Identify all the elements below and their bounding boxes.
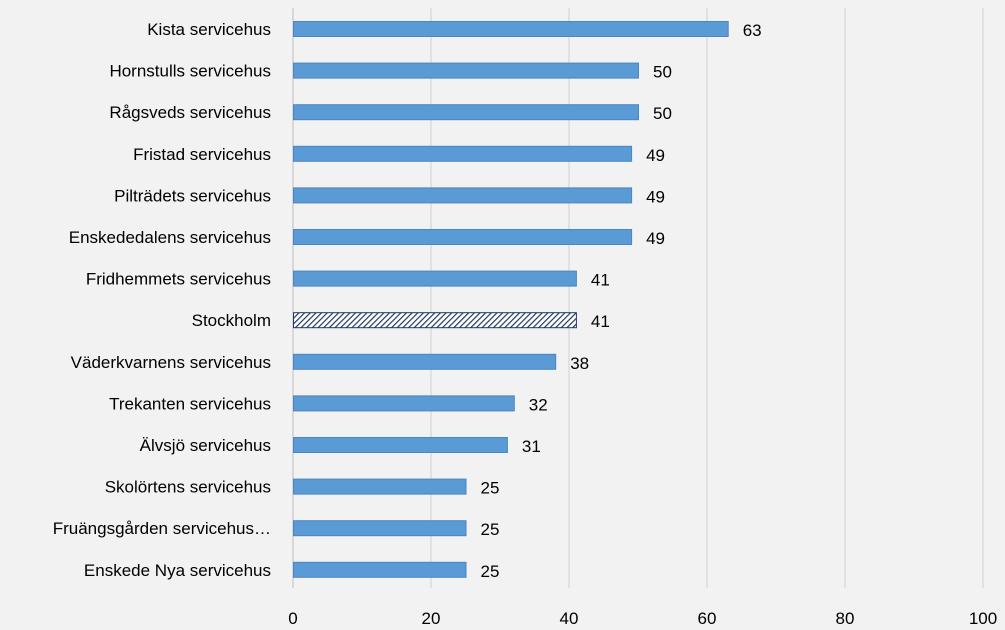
value-label: 25 bbox=[481, 520, 500, 539]
value-labels: 63 50 50 49 49 49 41 41 38 32 31 25 25 25 bbox=[481, 21, 762, 581]
value-label: 49 bbox=[646, 187, 665, 206]
value-label: 25 bbox=[481, 562, 500, 581]
category-label: Älvsjö servicehus bbox=[140, 436, 271, 455]
x-tick-label: 80 bbox=[836, 609, 855, 628]
bar-1 bbox=[293, 62, 639, 79]
category-labels: Kista servicehus Hornstulls servicehus Råg… bbox=[53, 20, 271, 580]
bar-0 bbox=[293, 21, 729, 37]
bar-13 bbox=[293, 561, 467, 578]
category-label: Enskededalens servicehus bbox=[69, 228, 271, 247]
value-label: 63 bbox=[743, 21, 762, 40]
gridlines bbox=[292, 8, 984, 588]
x-tick-label: 20 bbox=[422, 609, 441, 628]
bar-4 bbox=[293, 187, 633, 204]
value-label: 49 bbox=[646, 146, 665, 165]
bar-7 bbox=[293, 312, 577, 329]
bar-12 bbox=[293, 520, 467, 537]
value-label: 41 bbox=[591, 312, 610, 331]
bars bbox=[293, 21, 729, 578]
value-label: 38 bbox=[570, 354, 589, 373]
value-label: 50 bbox=[653, 104, 672, 123]
x-tick-label: 40 bbox=[560, 609, 579, 628]
bar-6 bbox=[293, 270, 577, 287]
x-axis-tick-labels: 0 20 40 60 80 100 bbox=[288, 609, 997, 628]
bar-2 bbox=[293, 104, 639, 121]
category-label: Väderkvarnens servicehus bbox=[71, 353, 271, 372]
category-label: Stockholm bbox=[192, 311, 271, 330]
category-label: Skolörtens servicehus bbox=[105, 478, 271, 497]
category-label: Kista servicehus bbox=[147, 20, 271, 39]
category-label: Pilträdets servicehus bbox=[114, 186, 271, 205]
value-label: 41 bbox=[591, 271, 610, 290]
category-label: Fridhemmets servicehus bbox=[86, 270, 271, 289]
value-label: 32 bbox=[529, 395, 548, 414]
value-label: 31 bbox=[522, 437, 541, 456]
value-label: 25 bbox=[481, 479, 500, 498]
bar-9 bbox=[293, 395, 515, 412]
category-label: Fruängsgården servicehus… bbox=[53, 519, 271, 538]
bar-10 bbox=[293, 437, 508, 453]
category-label: Enskede Nya servicehus bbox=[84, 561, 271, 580]
x-tick-label: 100 bbox=[969, 609, 997, 628]
bar-5 bbox=[293, 229, 633, 245]
category-label: Fristad servicehus bbox=[133, 145, 271, 164]
category-label: Rågsveds servicehus bbox=[109, 103, 271, 122]
bar-11 bbox=[293, 478, 467, 495]
x-tick-label: 60 bbox=[698, 609, 717, 628]
bar-8 bbox=[293, 353, 557, 370]
category-label: Hornstulls servicehus bbox=[109, 62, 271, 81]
bar-3 bbox=[293, 145, 633, 162]
x-tick-label: 0 bbox=[288, 609, 297, 628]
value-label: 50 bbox=[653, 63, 672, 82]
category-label: Trekanten servicehus bbox=[109, 394, 271, 413]
value-label: 49 bbox=[646, 229, 665, 248]
